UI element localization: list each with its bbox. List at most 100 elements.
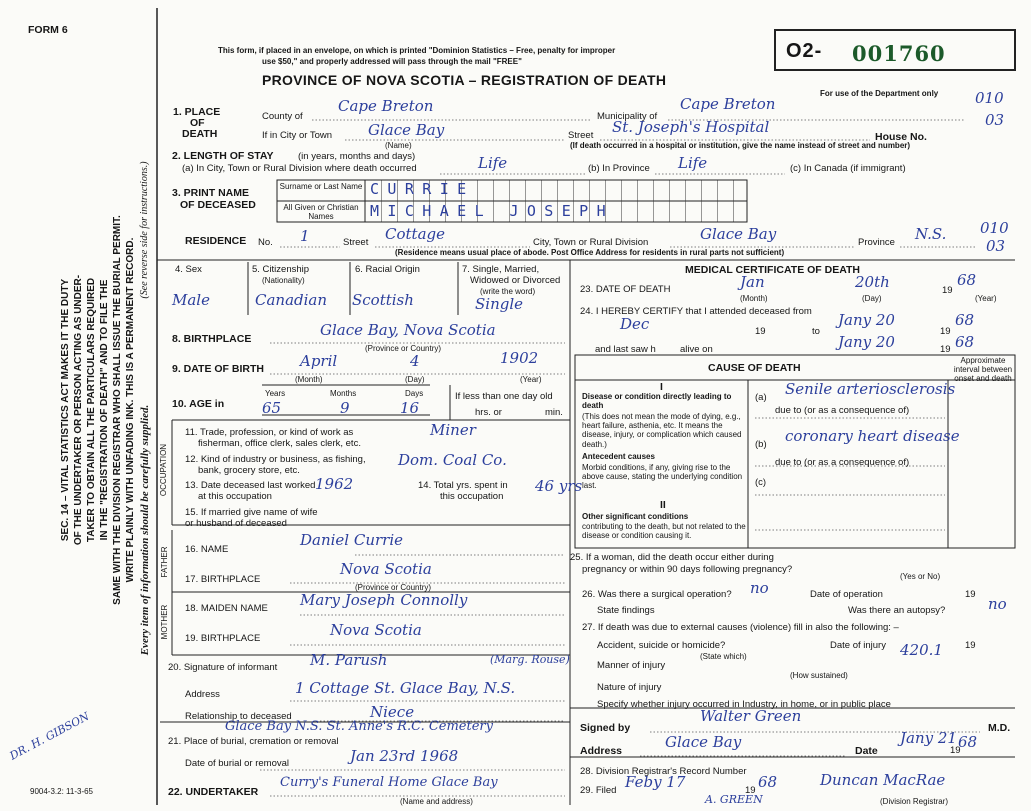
- trade: Miner: [430, 421, 476, 439]
- citizenship: Canadian: [255, 291, 328, 309]
- label: FATHER: [160, 546, 169, 578]
- total-label: 14. Total yrs. spent in: [418, 480, 508, 491]
- attended-to: Jany 20: [838, 311, 895, 329]
- c-label: (c): [755, 477, 767, 488]
- place: Glace Bay N.S. St. Anne's R.C. Cemetery: [225, 719, 493, 734]
- year-hint: (Year): [520, 375, 542, 384]
- state-hint: (State which): [700, 652, 747, 661]
- year: 1902: [500, 349, 539, 367]
- days-label: Days: [405, 389, 424, 398]
- dept-codes: 010: [980, 219, 1009, 237]
- note: (Residence means usual place of abode. P…: [395, 248, 785, 257]
- trade-label: fisherman, office clerk, sales clerk, et…: [198, 438, 361, 449]
- total: 46 yrs: [535, 477, 583, 495]
- signature-note: (Marg. Rouse): [490, 653, 570, 666]
- label: OCCUPATION: [159, 443, 168, 497]
- note: Every item of information should be care…: [139, 404, 151, 656]
- accident-label: Accident, suicide or homicide?: [597, 640, 726, 651]
- hint: (Name and address): [400, 797, 473, 806]
- city-label: If in City or Town: [262, 130, 333, 141]
- label: 22. UNDERTAKER: [168, 786, 259, 798]
- label: 27. If death was due to external causes …: [582, 622, 899, 633]
- sex-label: 4. Sex: [175, 264, 202, 275]
- b-label: (b): [755, 439, 767, 450]
- month: April: [300, 352, 338, 370]
- interval-label: Approximate interval between onset and d…: [953, 356, 1013, 384]
- name: Daniel Currie: [300, 531, 404, 549]
- no-label: No.: [258, 237, 273, 248]
- autopsy: no: [988, 595, 1007, 613]
- given-label: All Given or Christian Names: [283, 203, 359, 222]
- birthplace-hint: (Province or Country): [355, 583, 432, 592]
- initials: A. GREEN: [705, 793, 763, 806]
- alive-label: alive on: [680, 344, 713, 355]
- days: 16: [400, 399, 420, 417]
- title: MEDICAL CERTIFICATE OF DEATH: [685, 264, 860, 276]
- sex: Male: [172, 291, 210, 309]
- label: OF: [190, 117, 205, 129]
- date-prefix: 19: [950, 745, 961, 756]
- title: CAUSE OF DEATH: [708, 362, 801, 374]
- death-month: Jan: [740, 273, 765, 291]
- racial: Scottish: [352, 291, 414, 309]
- attended-to-prefix: 19: [940, 326, 951, 337]
- date-prefix: 19: [965, 589, 976, 600]
- month-hint: (Month): [295, 375, 323, 384]
- label: 26. Was there a surgical operation?: [582, 589, 732, 600]
- signature: Duncan MacRae: [820, 771, 946, 789]
- due1: due to (or as a consequence of): [775, 405, 910, 416]
- street: St. Joseph's Hospital: [612, 118, 770, 136]
- street-label: Street: [568, 130, 594, 141]
- label: DEATH: [182, 128, 218, 140]
- antecedent-label: Antecedent causes: [582, 452, 655, 461]
- address: Glace Bay: [665, 733, 742, 751]
- date: Jany 21: [900, 729, 957, 747]
- value: no: [750, 579, 769, 597]
- day-hint: (Day): [405, 375, 425, 384]
- attended-to-year: 68: [955, 311, 975, 329]
- years-label: Years: [265, 389, 286, 398]
- hint: (Yes or No): [900, 572, 941, 581]
- citizenship-label: 5. Citizenship: [252, 264, 310, 275]
- under-day: hrs. or: [475, 407, 502, 418]
- reg-prefix: O2-: [786, 40, 823, 62]
- filed-prefix: 19: [745, 785, 756, 796]
- label: 2. LENGTH OF STAY: [172, 150, 274, 162]
- signature: Walter Green: [700, 707, 802, 725]
- last-worked-label: at this occupation: [198, 491, 272, 502]
- place-label: 21. Place of burial, cremation or remova…: [168, 736, 339, 747]
- date-label: Date of operation: [810, 589, 883, 600]
- label: 20. Signature of informant: [168, 662, 278, 673]
- marital-label: 7. Single, Married,: [462, 264, 540, 275]
- last-seen-prefix: 19: [940, 344, 951, 355]
- hint: (Division Registrar): [880, 797, 949, 806]
- address: 1 Cottage St. Glace Bay, N.S.: [295, 679, 516, 697]
- antecedent-note: Morbid conditions, if any, giving rise t…: [582, 463, 743, 491]
- due2: due to (or as a consequence of): [775, 457, 910, 468]
- racial-label: 6. Racial Origin: [355, 264, 420, 275]
- manner-label: Manner of injury: [597, 660, 666, 671]
- death-year-prefix: 19: [942, 285, 953, 296]
- surname-label: Surname or Last Name: [279, 182, 363, 191]
- footer-code: 9004-3.2: 11-3-65: [30, 787, 94, 796]
- city: Glace Bay: [368, 121, 445, 139]
- marital-label: (write the word): [480, 287, 536, 296]
- street-label: Street: [343, 237, 369, 248]
- label: 3. PRINT NAME: [172, 187, 250, 199]
- date-label: Date: [855, 745, 878, 757]
- label: 15. If married give name of wife: [185, 507, 318, 518]
- relationship-label: Relationship to deceased: [185, 711, 292, 722]
- given: MICHAEL JOSEPH: [370, 202, 615, 220]
- city: Glace Bay: [700, 225, 777, 243]
- filed-year: 68: [758, 773, 778, 791]
- birthplace-label: 17. BIRTHPLACE: [185, 574, 261, 585]
- hint: (in years, months and days): [298, 151, 416, 162]
- label: 25. If a woman, did the death occur eith…: [570, 552, 774, 563]
- label: OF DECEASED: [180, 199, 256, 211]
- relationship: Niece: [370, 703, 415, 721]
- attended-from: Dec: [620, 315, 650, 333]
- attended-from-prefix: 19: [755, 326, 766, 337]
- form-label: FORM 6: [28, 24, 68, 36]
- instructions: (See reverse side for instructions.): [139, 161, 150, 299]
- name-label: 18. MAIDEN NAME: [185, 603, 268, 614]
